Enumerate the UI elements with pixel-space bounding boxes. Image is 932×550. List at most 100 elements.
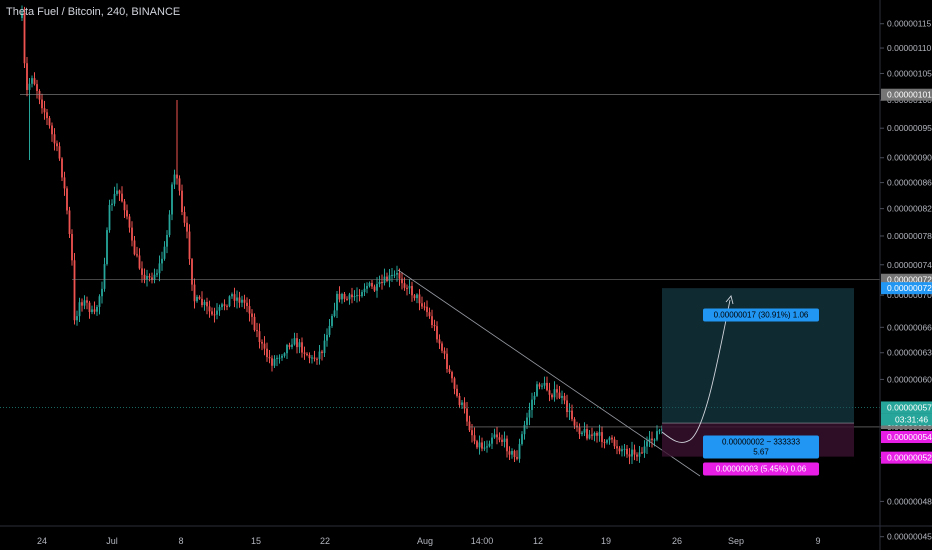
- y-tick-label: 0.00000070: [887, 290, 932, 300]
- candle-body: [171, 184, 173, 215]
- candle-body: [638, 452, 641, 457]
- candle-body: [46, 112, 48, 119]
- target-zone: [662, 288, 854, 424]
- candle-body: [376, 284, 378, 291]
- y-tick-label: 0.00000090: [887, 153, 932, 163]
- candle-body: [653, 439, 656, 441]
- candle-body: [648, 438, 651, 442]
- candle-body: [293, 338, 296, 345]
- candle-body: [203, 301, 206, 306]
- candle-body: [301, 342, 303, 353]
- candle-body: [506, 438, 508, 452]
- candle-body: [641, 452, 643, 454]
- candle-body: [108, 205, 111, 231]
- candle-body: [193, 284, 196, 302]
- candle-body: [123, 201, 126, 211]
- candle-body: [183, 212, 186, 223]
- candle-body: [206, 301, 208, 307]
- candle-body: [313, 357, 316, 359]
- candle-body: [363, 288, 366, 293]
- candle-body: [513, 450, 516, 458]
- candle-body: [126, 210, 128, 217]
- candle-body: [21, 13, 23, 18]
- candle-body: [26, 63, 28, 90]
- candle-body: [651, 438, 653, 441]
- candle-body: [598, 432, 601, 436]
- candle-body: [366, 285, 368, 289]
- candle-body: [361, 292, 363, 297]
- candle-body: [311, 357, 313, 359]
- entry-label-text: 0.00000002 ~ 333333: [722, 438, 801, 447]
- candle-body: [81, 302, 83, 306]
- candle-body: [568, 410, 571, 413]
- price-badge-label: 0.00000101: [887, 90, 932, 100]
- stop-label-bg: [703, 462, 819, 476]
- candle-body: [518, 444, 521, 459]
- x-tick-label: 8: [178, 536, 183, 546]
- candle-body: [133, 240, 136, 255]
- candle-body: [636, 454, 638, 457]
- candle-body: [528, 409, 531, 418]
- candle-body: [443, 350, 446, 354]
- projection-path: [661, 299, 731, 443]
- stop-label-text: 0.00000003 (5.45%) 0.06: [716, 465, 807, 474]
- candle-body: [593, 433, 596, 436]
- candle-body: [388, 275, 391, 282]
- candle-body: [323, 340, 326, 354]
- candle-body: [146, 275, 148, 280]
- x-tick-label: 15: [251, 536, 261, 546]
- candle-body: [516, 457, 518, 459]
- candle-body: [198, 296, 201, 299]
- candle-body: [71, 234, 73, 261]
- time-axis[interactable]: 24 Jul 8 15 22 Aug 14:00 12 19 26 Sep 9: [0, 525, 932, 546]
- candle-body: [93, 309, 96, 312]
- candle-body: [483, 447, 486, 449]
- candle-body: [576, 425, 578, 428]
- candle-body: [368, 282, 371, 286]
- candle-body: [228, 296, 231, 307]
- candle-body: [613, 439, 616, 447]
- candle-body: [441, 343, 443, 351]
- candle-body: [268, 357, 271, 359]
- candle-body: [196, 296, 198, 302]
- y-tick-label: 0.00000110: [887, 43, 932, 53]
- candle-body: [321, 351, 323, 354]
- candle-body: [48, 118, 51, 126]
- candle-body: [296, 338, 298, 348]
- candle-body: [176, 174, 178, 179]
- candle-body: [28, 83, 31, 90]
- candle-body: [91, 309, 93, 313]
- candle-body: [616, 446, 618, 449]
- candle-body: [418, 294, 421, 304]
- candle-body: [356, 295, 358, 297]
- candle-body: [98, 296, 101, 307]
- candle-body: [341, 293, 343, 300]
- x-tick-label: 9: [815, 536, 820, 546]
- candle-body: [498, 437, 501, 440]
- candle-body: [646, 441, 648, 447]
- candle-body: [36, 84, 38, 92]
- candle-body: [263, 343, 266, 349]
- candle-body: [191, 259, 193, 285]
- y-tick-label: 0.00000045: [887, 532, 932, 542]
- y-tick-label: 0.00000048: [887, 496, 932, 506]
- candle-body: [163, 246, 166, 259]
- candle-body: [491, 437, 493, 444]
- candle-body: [148, 275, 151, 278]
- candle-body: [141, 268, 143, 275]
- price-badge-bg: [881, 401, 932, 414]
- candle-body: [421, 303, 423, 307]
- candle-body: [623, 448, 626, 450]
- candle-body: [581, 432, 583, 435]
- candle-body: [256, 330, 258, 332]
- candle-body: [233, 294, 236, 301]
- candle-body: [458, 395, 461, 405]
- candle-body: [481, 442, 483, 449]
- candle-body: [543, 382, 546, 386]
- candle-body: [626, 448, 628, 455]
- candle-body: [153, 274, 156, 280]
- price-axis[interactable]: 0.000001150.000001100.000001050.00000100…: [879, 0, 932, 550]
- candle-body: [573, 419, 576, 426]
- candle-body: [428, 312, 431, 317]
